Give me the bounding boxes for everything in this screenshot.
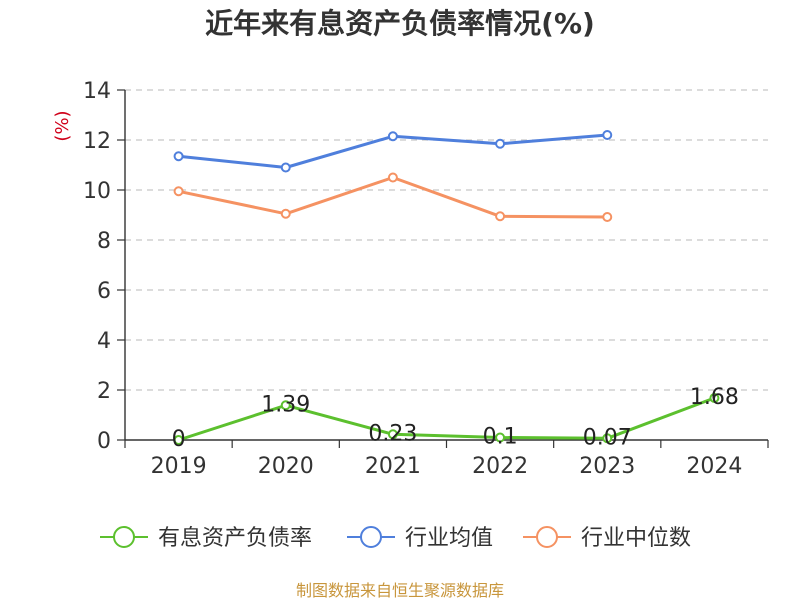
data-labels: 0 1.39 0.23 0.1 0.07 1.68 [172,385,739,452]
y-tick-label: 2 [97,379,111,404]
data-point [387,429,398,440]
x-tick-label: 2019 [151,454,207,479]
legend-marker [360,526,382,548]
series-line [178,176,608,219]
x-tick-label: 2022 [472,454,528,479]
y-tick-label: 14 [83,79,111,104]
gridlines [125,89,768,391]
data-point [387,172,398,183]
data-point [602,130,613,140]
series-lines [173,130,720,445]
data-label: 1.39 [261,392,310,417]
data-label: 0.07 [583,425,632,450]
legend-marker [536,526,558,548]
x-tick-label: 2020 [258,454,314,479]
y-tick-label: 4 [97,329,111,354]
legend-label: 行业中位数 [581,526,691,551]
data-point [709,393,720,403]
data-point [495,138,506,149]
legend-label: 行业均值 [405,526,493,551]
data-point [495,432,506,443]
y-tick-label: 6 [97,279,111,304]
data-point [602,433,613,444]
x-tick-label: 2021 [365,454,421,479]
y-tick-label: 8 [97,229,111,254]
data-point [173,151,184,162]
data-point [280,208,291,219]
y-tick-label: 12 [83,129,111,154]
data-point [280,162,291,173]
x-tick-label: 2024 [686,454,742,479]
legend: 有息资产负债率 行业均值 行业中位数 [100,526,691,551]
data-point [495,211,506,222]
data-label: 0.23 [368,421,417,446]
data-point [387,131,398,142]
y-axis-label: (%) [52,110,73,141]
y-tick-label: 10 [83,179,111,204]
axes: 0 2 4 6 8 10 12 14 2019 2020 2021 2022 2023 2024 [83,79,769,479]
data-point [602,212,613,222]
source-note: 制图数据来自恒生聚源数据库 [296,581,504,600]
x-tick-label: 2023 [579,454,635,479]
data-label: 1.68 [690,385,739,410]
data-point [173,186,184,197]
series-line [178,396,715,442]
y-tick-label: 0 [97,429,111,454]
data-label: 0 [172,427,186,452]
data-label: 0.1 [483,425,518,450]
chart-title: 近年来有息资产负债率情况(%) [205,7,595,40]
legend-marker [113,526,135,548]
legend-label: 有息资产负债率 [158,526,312,551]
data-point [280,400,291,411]
data-point [173,435,184,445]
